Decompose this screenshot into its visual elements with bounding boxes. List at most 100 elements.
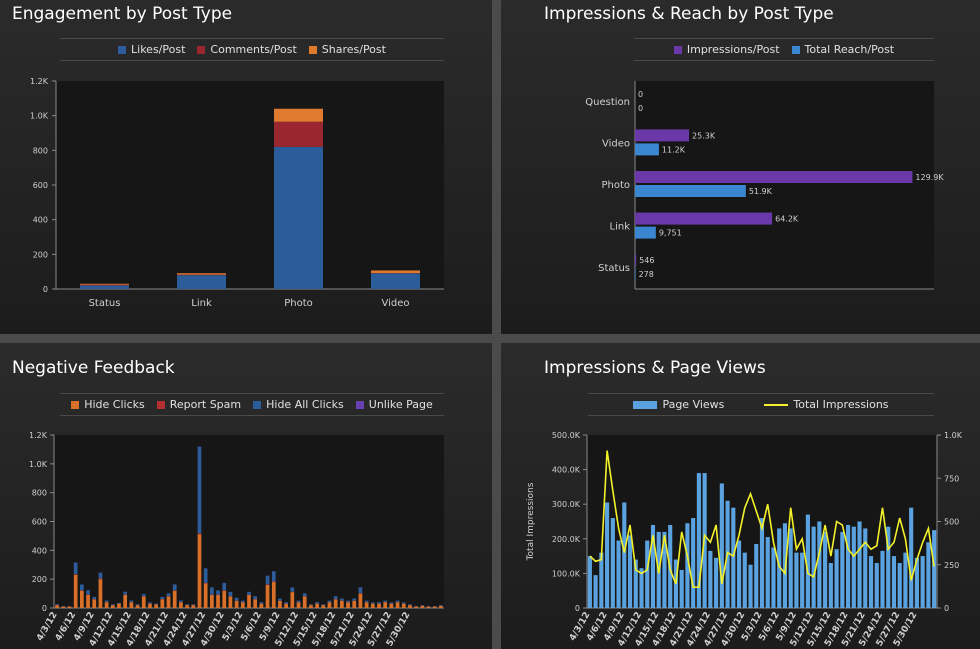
bar [736,540,742,608]
bar-segment [216,595,220,608]
x-tick-label: Video [381,298,409,309]
bar-segment [203,583,208,608]
bar [599,552,604,608]
bar-segment [73,574,78,575]
legend-item-unlike: Unlike Page [355,398,433,411]
bar-segment [154,604,158,608]
bar [714,557,719,608]
bar-segment [55,604,59,605]
bar-segment [426,606,431,608]
bar [771,547,776,608]
bar-segment [55,605,59,608]
bar [635,171,913,183]
bar-segment [253,596,258,600]
bar-segment [234,597,239,601]
bar-segment [274,121,323,147]
bar-segment [234,600,239,608]
bar [616,540,621,608]
bar-segment [371,273,420,289]
bar-segment [216,590,220,595]
bar-segment [346,600,350,603]
bar-segment [315,603,319,608]
bar [627,535,633,608]
legend-label: Page Views [662,398,725,411]
bar-segment [210,587,214,595]
legend-swatch [308,45,317,54]
data-label: 11.2K [662,145,686,154]
bar-segment [389,602,394,604]
bar-segment [166,596,171,608]
bar-segment [172,584,177,591]
bar-segment [259,602,264,604]
bar-segment [203,582,208,584]
bar [851,526,856,608]
bar-segment [408,604,412,605]
legend-label: Likes/Post [131,43,186,56]
negative-legend: Hide Clicks Report Spam Hide All Clicks … [60,393,444,416]
bar-segment [191,604,196,605]
legend-label: Total Reach/Post [804,43,895,56]
legend-item-hide-clicks: Hide Clicks [71,398,145,411]
data-label: 25.3K [692,131,716,140]
bar-segment [274,108,323,122]
legend-item-shares: Shares/Post [308,43,386,56]
bar [891,556,897,608]
y-tick-label: 1.2K [30,77,49,86]
reach-chart: Question 0 0 Video 25.3K 11.2K Photo 129.9K 51.9… [585,81,944,290]
bar-segment [370,602,375,604]
bar [926,542,931,608]
y-tick-label: 800 [32,489,47,498]
engagement-chart: 0 200 400 600 800 1.0K 1.2K Status Link Photo Vide… [30,77,444,309]
bar-segment [290,587,295,592]
bar-segment [302,593,307,597]
bar [914,557,919,608]
y-tick-label: 0 [575,604,580,613]
bar-segment [271,571,276,582]
bar-segment [395,602,400,608]
bar-segment [80,284,129,286]
bar-segment [104,600,109,602]
reach-panel: Impressions & Reach by Post Type Impress… [501,0,980,334]
bar [696,473,701,608]
bar-segment [327,600,332,603]
y-tick-label: 1.0K [29,460,48,469]
bar-segment [80,285,129,289]
y-tick-label: 400 [32,546,47,555]
bar-segment [401,603,406,608]
legend-swatch [71,400,80,409]
bar-segment [185,605,189,608]
bar-segment [197,534,202,608]
bar-segment [278,598,282,601]
bar-segment [290,592,295,608]
bar [754,543,759,608]
x-tick-label: Photo [284,298,313,309]
bar [880,550,885,608]
bar-segment [129,602,134,608]
y-tick-label: 0 [43,285,48,294]
bar [587,556,592,608]
bar [633,559,638,608]
legend-label: Hide Clicks [84,398,145,411]
bar-segment [296,602,301,608]
bar [635,268,636,281]
legend-swatch [253,400,262,409]
data-label: 278 [639,270,654,279]
bar [868,556,874,608]
bar-segment [377,603,381,608]
bar [828,563,833,608]
y-tick-label: 200 [33,250,48,259]
bar-segment [315,602,319,604]
bar-segment [86,590,90,595]
legend-swatch [764,403,789,406]
legend-item-comments: Comments/Post [197,43,297,56]
bar-segment [383,600,388,603]
bar-segment [327,602,332,608]
bar-segment [395,600,400,603]
legend-label: Comments/Post [210,43,297,56]
y-tick-label: Status [598,263,630,274]
bar [932,530,937,608]
bar-segment [67,606,72,608]
bar-segment [358,587,363,594]
bar-segment [98,579,103,608]
legend-label: Report Spam [169,398,242,411]
